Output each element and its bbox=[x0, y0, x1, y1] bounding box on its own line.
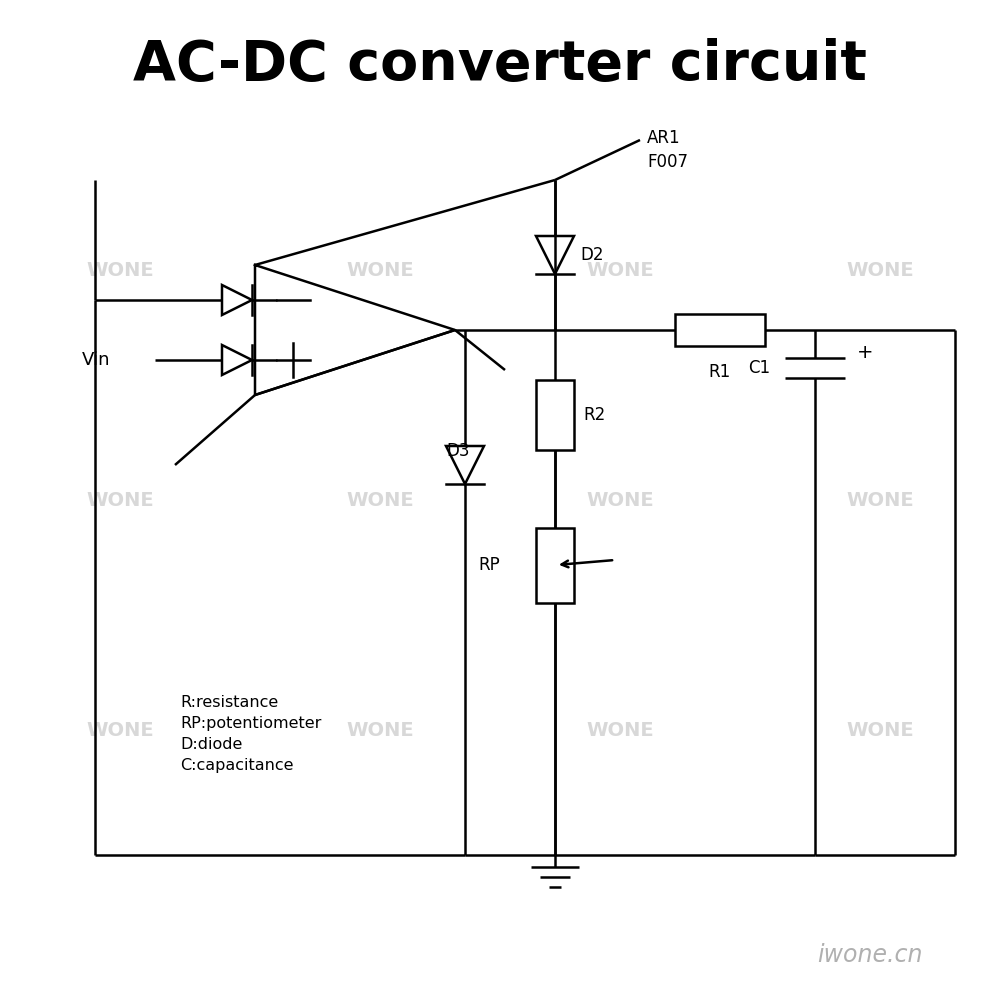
Text: WONE: WONE bbox=[346, 720, 414, 740]
Text: R1: R1 bbox=[709, 363, 731, 381]
Text: R:resistance
RP:potentiometer
D:diode
C:capacitance: R:resistance RP:potentiometer D:diode C:… bbox=[180, 695, 321, 773]
Text: WONE: WONE bbox=[846, 720, 914, 740]
Text: RP: RP bbox=[478, 556, 500, 574]
Text: +: + bbox=[857, 344, 874, 362]
Text: R2: R2 bbox=[583, 406, 605, 424]
Text: F007: F007 bbox=[647, 153, 688, 171]
Text: WONE: WONE bbox=[846, 490, 914, 510]
Text: WONE: WONE bbox=[586, 720, 654, 740]
Bar bbox=[536, 380, 574, 450]
Text: WONE: WONE bbox=[346, 490, 414, 510]
Text: C1: C1 bbox=[748, 359, 770, 377]
Text: WONE: WONE bbox=[86, 260, 154, 279]
Bar bbox=[536, 528, 574, 602]
Text: Vin: Vin bbox=[82, 351, 110, 369]
Text: WONE: WONE bbox=[346, 260, 414, 279]
Text: WONE: WONE bbox=[586, 260, 654, 279]
Text: WONE: WONE bbox=[86, 720, 154, 740]
Text: WONE: WONE bbox=[846, 260, 914, 279]
Bar bbox=[675, 314, 765, 346]
Text: WONE: WONE bbox=[86, 490, 154, 510]
Text: AR1: AR1 bbox=[647, 129, 681, 147]
Text: D2: D2 bbox=[580, 246, 604, 264]
Text: iwone.cn: iwone.cn bbox=[817, 943, 923, 967]
Text: D3: D3 bbox=[446, 442, 470, 460]
Text: WONE: WONE bbox=[586, 490, 654, 510]
Text: AC-DC converter circuit: AC-DC converter circuit bbox=[133, 38, 867, 92]
